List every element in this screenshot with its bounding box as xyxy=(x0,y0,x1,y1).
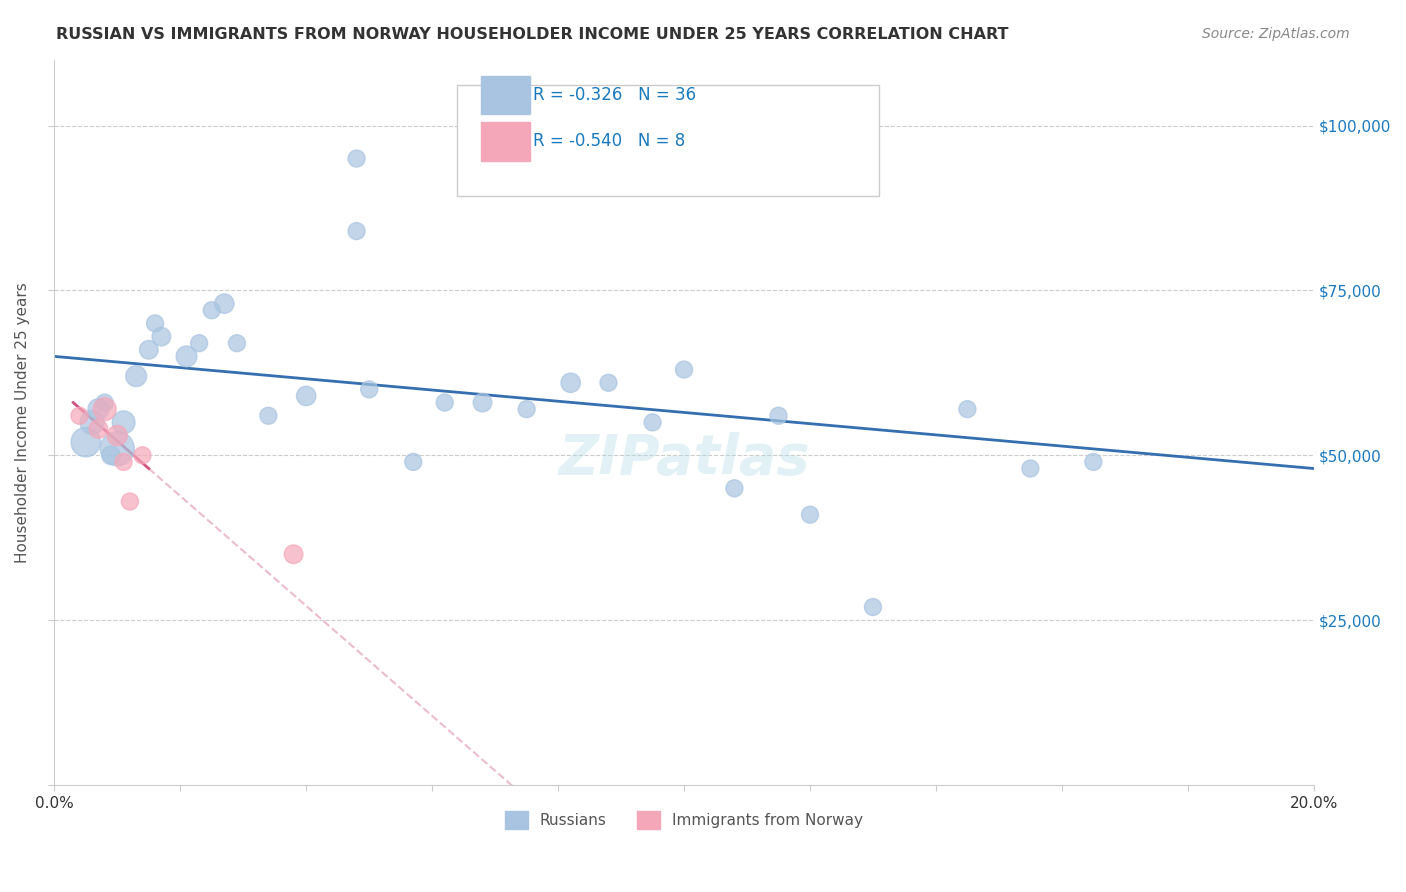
Legend: Russians, Immigrants from Norway: Russians, Immigrants from Norway xyxy=(499,805,869,836)
Point xyxy=(862,600,884,615)
Point xyxy=(295,389,318,403)
Point xyxy=(150,329,173,343)
Point xyxy=(560,376,582,390)
Y-axis label: Householder Income Under 25 years: Householder Income Under 25 years xyxy=(15,282,30,563)
Point xyxy=(516,402,538,417)
Point xyxy=(214,296,236,310)
Point xyxy=(188,336,211,351)
Point xyxy=(131,448,153,462)
Point xyxy=(93,395,115,409)
Point xyxy=(100,448,122,462)
Point xyxy=(257,409,280,423)
Point xyxy=(402,455,425,469)
Point xyxy=(69,409,91,423)
Point xyxy=(598,376,620,390)
Point xyxy=(346,224,368,238)
Point xyxy=(176,350,198,364)
Point xyxy=(226,336,249,351)
Point xyxy=(799,508,821,522)
Point xyxy=(641,415,664,429)
Point xyxy=(471,395,494,409)
Point xyxy=(283,547,305,561)
Text: R = -0.326   N = 36: R = -0.326 N = 36 xyxy=(533,86,696,103)
Point xyxy=(1019,461,1042,475)
Point xyxy=(201,303,224,318)
Point xyxy=(112,455,135,469)
Point xyxy=(118,494,141,508)
Point xyxy=(105,428,128,442)
Point xyxy=(112,415,135,429)
Point xyxy=(768,409,790,423)
Point xyxy=(125,369,148,384)
Point xyxy=(93,402,115,417)
Point xyxy=(673,362,696,376)
Point xyxy=(80,415,103,429)
Point xyxy=(723,481,745,495)
Point xyxy=(143,317,166,331)
Point xyxy=(433,395,456,409)
Point xyxy=(956,402,979,417)
Point xyxy=(87,422,110,436)
Point xyxy=(1083,455,1105,469)
Point xyxy=(359,383,381,397)
Point xyxy=(87,402,110,417)
Point xyxy=(346,152,368,166)
Point xyxy=(75,435,97,450)
Text: Source: ZipAtlas.com: Source: ZipAtlas.com xyxy=(1202,27,1350,41)
Text: ZIPatlas: ZIPatlas xyxy=(558,432,810,485)
Point xyxy=(105,442,128,456)
Text: R = -0.540   N = 8: R = -0.540 N = 8 xyxy=(533,132,685,150)
Point xyxy=(138,343,160,357)
Text: RUSSIAN VS IMMIGRANTS FROM NORWAY HOUSEHOLDER INCOME UNDER 25 YEARS CORRELATION : RUSSIAN VS IMMIGRANTS FROM NORWAY HOUSEH… xyxy=(56,27,1008,42)
